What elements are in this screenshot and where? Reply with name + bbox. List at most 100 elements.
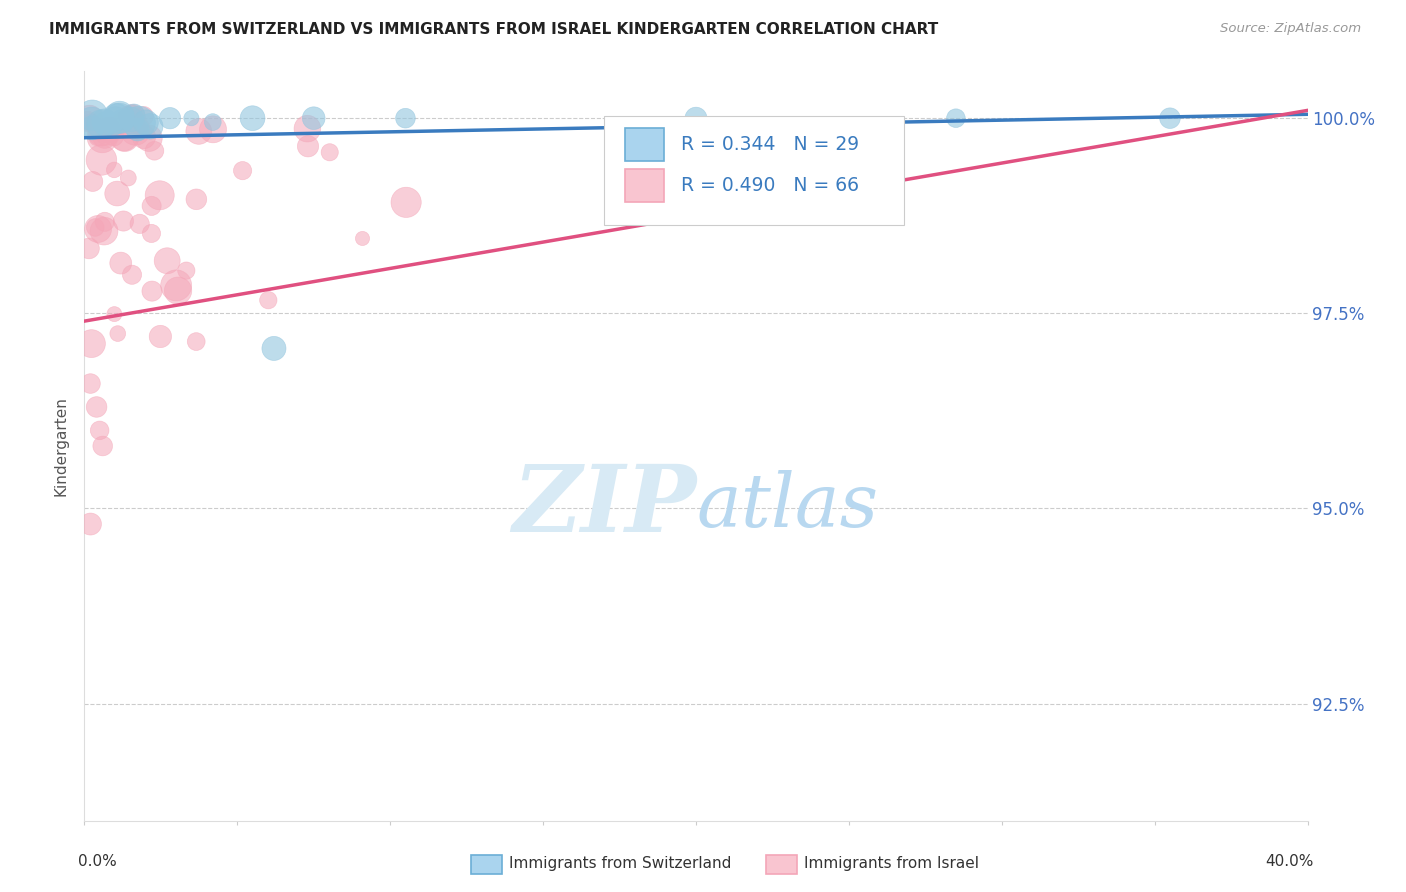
Point: [297, 139, 319, 153]
Point: [149, 188, 172, 202]
Point: [122, 108, 145, 122]
Point: [89, 424, 111, 438]
Point: [176, 263, 198, 277]
FancyBboxPatch shape: [626, 128, 664, 161]
Point: [94, 128, 117, 143]
Point: [180, 112, 202, 126]
Y-axis label: Kindergarten: Kindergarten: [53, 396, 69, 496]
Point: [80, 115, 103, 129]
Point: [117, 171, 139, 186]
Point: [91, 130, 114, 145]
Point: [128, 217, 150, 231]
Point: [395, 195, 418, 210]
Point: [128, 115, 150, 129]
Point: [242, 112, 264, 126]
Text: Immigrants from Switzerland: Immigrants from Switzerland: [509, 856, 731, 871]
Point: [143, 144, 166, 158]
Point: [132, 109, 155, 123]
Point: [103, 129, 125, 144]
Point: [132, 130, 155, 145]
Point: [80, 115, 103, 129]
Point: [186, 192, 208, 206]
Point: [141, 199, 163, 213]
Point: [86, 130, 108, 145]
Point: [107, 326, 129, 341]
FancyBboxPatch shape: [605, 116, 904, 225]
Point: [105, 110, 128, 124]
Point: [94, 215, 117, 229]
Point: [104, 113, 127, 128]
Text: 0.0%: 0.0%: [79, 855, 117, 870]
Text: IMMIGRANTS FROM SWITZERLAND VS IMMIGRANTS FROM ISRAEL KINDERGARTEN CORRELATION C: IMMIGRANTS FROM SWITZERLAND VS IMMIGRANT…: [49, 22, 938, 37]
Point: [297, 121, 319, 136]
Point: [202, 122, 225, 136]
Point: [103, 162, 125, 177]
Point: [118, 113, 141, 128]
Text: atlas: atlas: [696, 470, 879, 542]
Point: [165, 278, 187, 293]
Point: [77, 114, 100, 128]
Point: [97, 123, 120, 137]
Point: [352, 231, 374, 245]
Point: [108, 111, 131, 125]
Point: [86, 400, 108, 414]
Point: [135, 115, 157, 129]
Point: [138, 131, 160, 145]
Point: [93, 224, 115, 238]
Point: [167, 284, 190, 298]
Point: [90, 153, 112, 167]
Point: [94, 117, 117, 131]
Point: [149, 329, 172, 343]
Point: [111, 116, 134, 130]
Point: [108, 109, 131, 123]
Point: [112, 130, 135, 145]
Point: [91, 439, 114, 453]
Point: [257, 293, 280, 308]
Point: [93, 114, 115, 128]
Point: [82, 174, 104, 188]
Point: [124, 123, 146, 137]
Point: [945, 112, 967, 126]
Point: [159, 112, 181, 126]
Point: [187, 124, 209, 138]
Point: [141, 284, 163, 298]
Text: 40.0%: 40.0%: [1265, 855, 1313, 870]
Point: [79, 376, 101, 391]
Point: [112, 214, 135, 228]
Point: [97, 125, 120, 139]
Text: R = 0.344   N = 29: R = 0.344 N = 29: [682, 135, 859, 153]
Point: [90, 117, 112, 131]
Point: [103, 307, 125, 321]
Point: [110, 256, 132, 270]
Point: [201, 115, 224, 129]
Point: [90, 126, 112, 140]
Text: ZIP: ZIP: [512, 461, 696, 551]
Point: [115, 108, 138, 122]
Point: [186, 334, 208, 349]
Point: [121, 268, 143, 282]
Point: [111, 114, 134, 128]
Point: [232, 163, 254, 178]
Point: [84, 220, 107, 235]
Text: R = 0.490   N = 66: R = 0.490 N = 66: [682, 177, 859, 195]
Point: [121, 108, 143, 122]
Point: [141, 227, 163, 241]
Point: [80, 120, 103, 135]
Point: [101, 120, 124, 134]
Point: [156, 253, 179, 268]
Point: [114, 130, 136, 145]
Point: [263, 342, 285, 356]
Point: [87, 222, 110, 236]
Text: Source: ZipAtlas.com: Source: ZipAtlas.com: [1220, 22, 1361, 36]
Point: [685, 112, 707, 126]
Point: [120, 112, 142, 127]
Point: [79, 112, 101, 126]
Point: [394, 112, 416, 126]
Point: [80, 336, 103, 351]
Point: [98, 120, 121, 134]
Point: [127, 122, 149, 136]
Text: Immigrants from Israel: Immigrants from Israel: [804, 856, 979, 871]
Point: [139, 120, 162, 134]
Point: [79, 517, 101, 532]
Point: [82, 108, 104, 122]
